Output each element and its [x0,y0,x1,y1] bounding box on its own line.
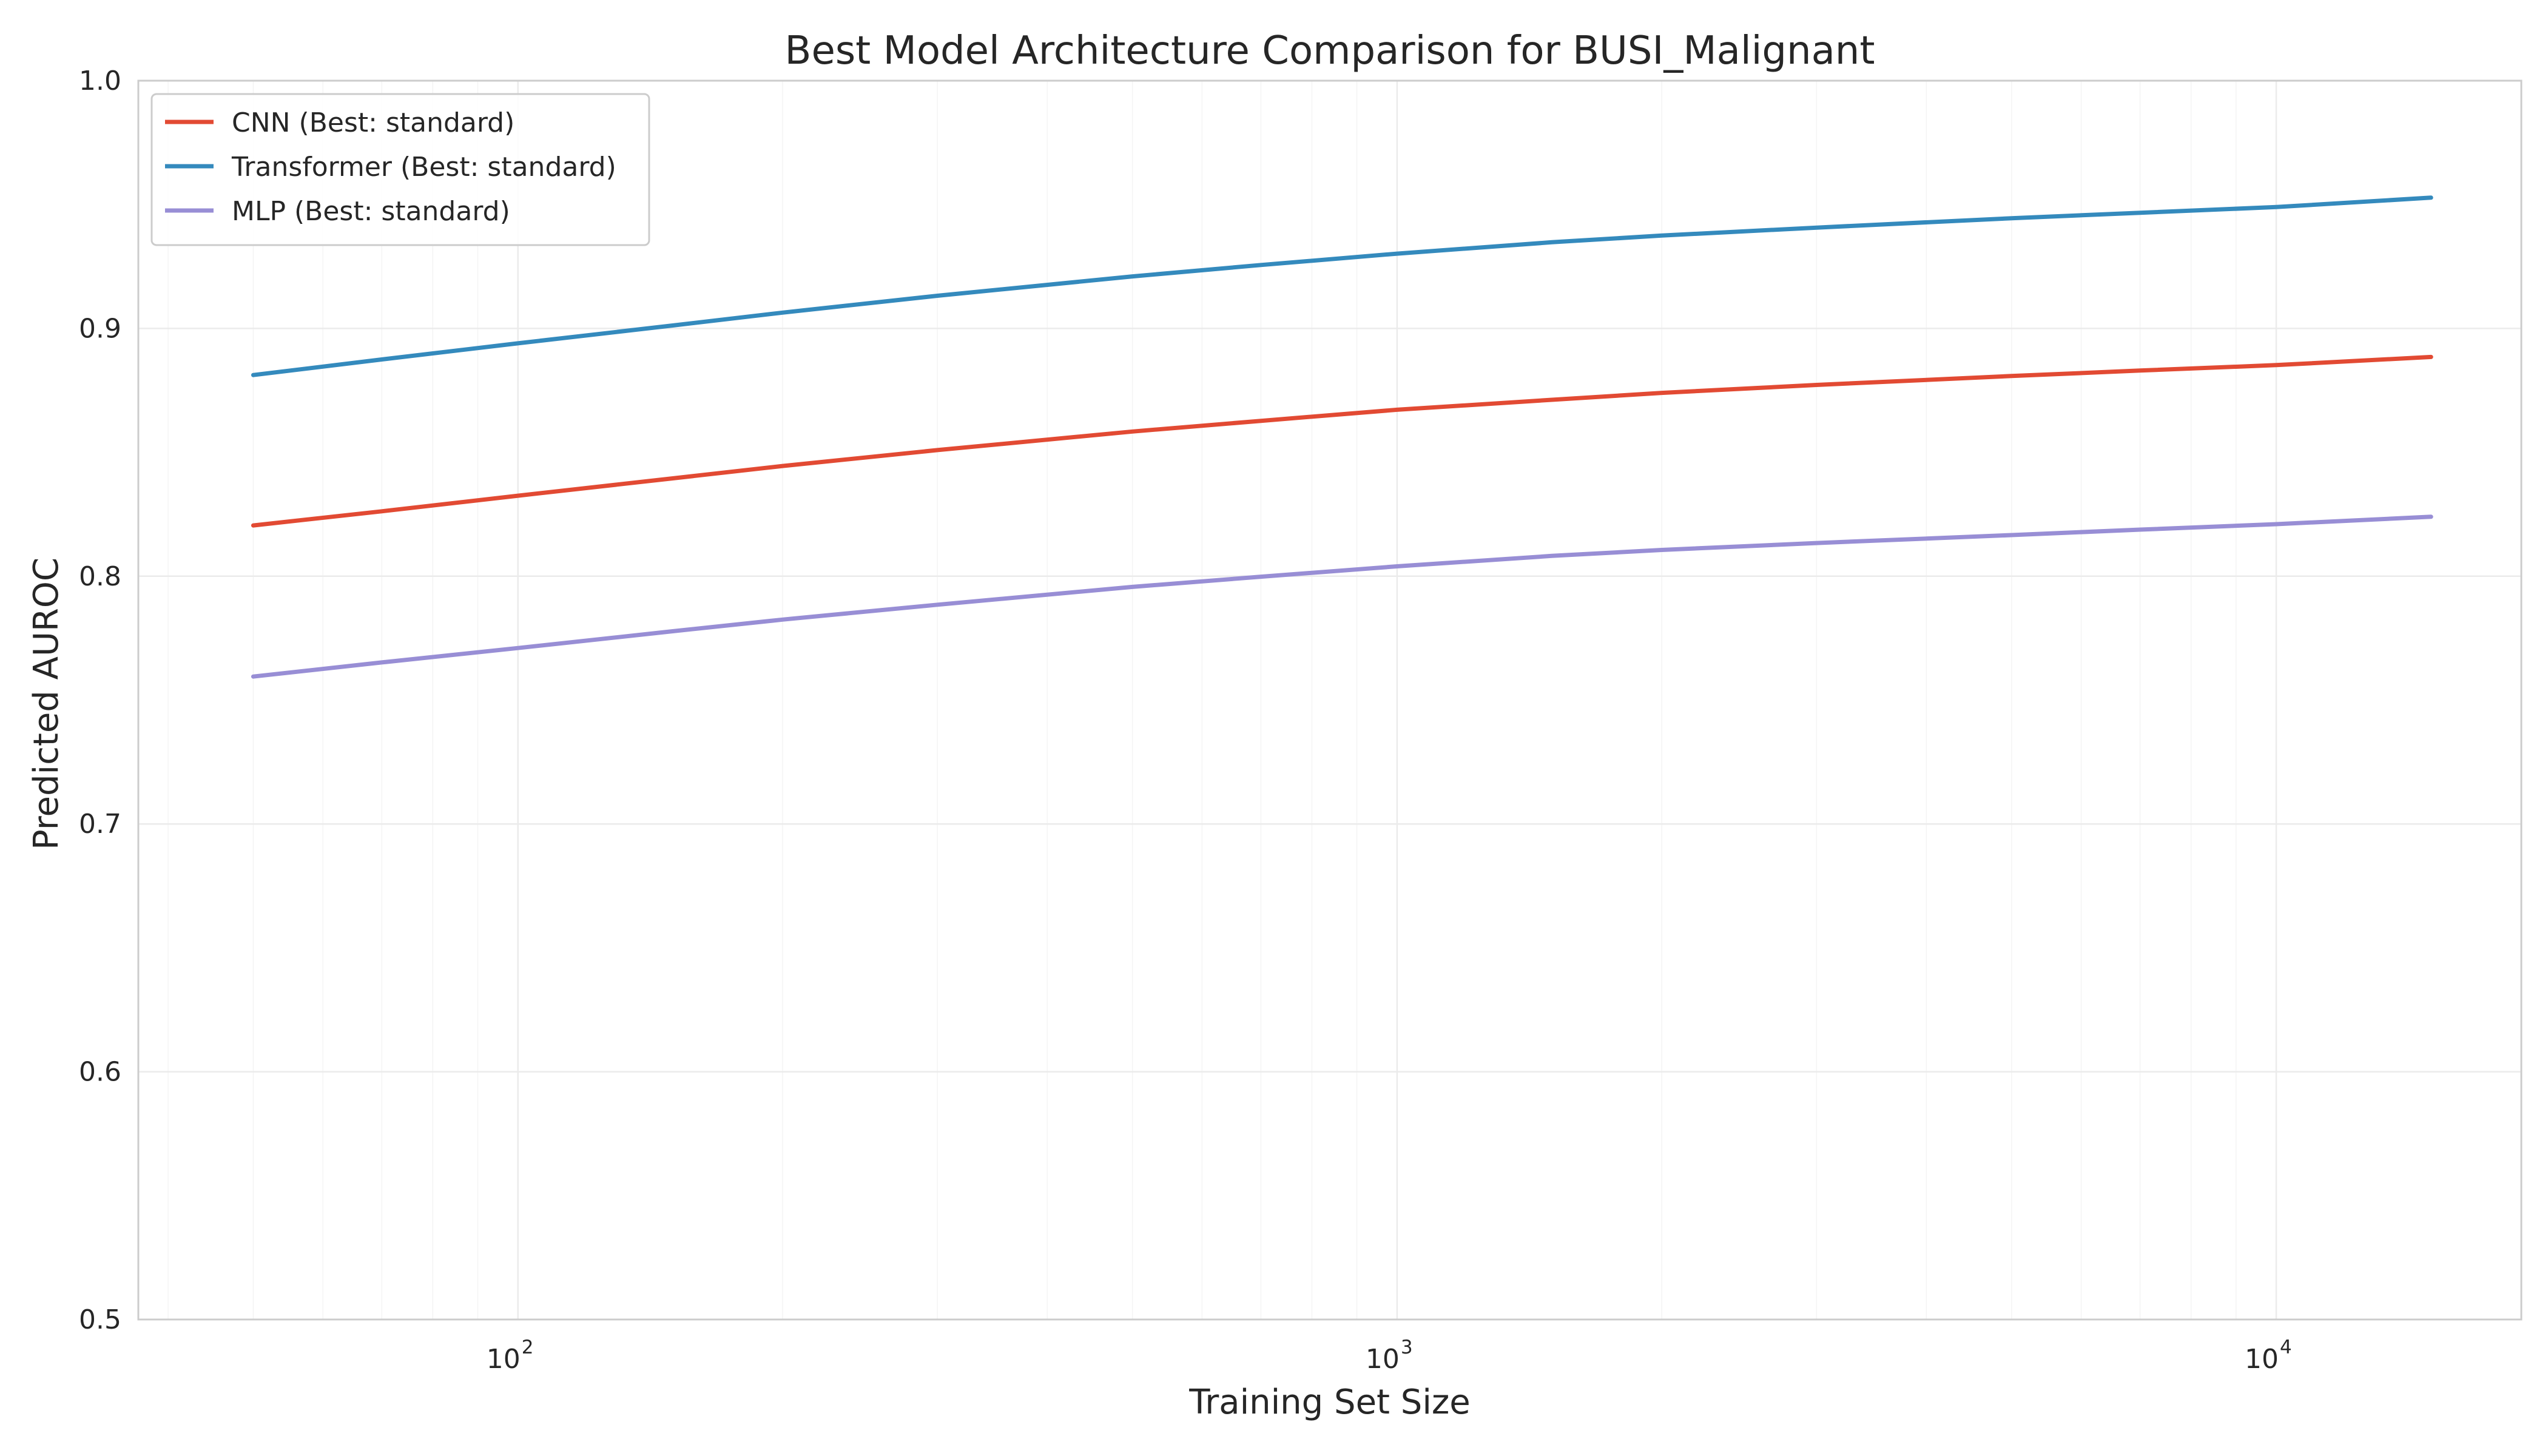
x-tick-exponent: 4 [2280,1336,2292,1358]
x-tick-base: 10 [2245,1344,2279,1375]
y-axis-ticks: 0.5 0.6 0.7 0.8 0.9 1.0 [79,66,121,1335]
series-group [251,195,2433,679]
x-tick-base: 10 [487,1344,521,1375]
legend-box [150,93,650,246]
series-line-mlp [251,514,2433,679]
y-tick-label: 0.6 [79,1057,121,1088]
x-tick-label: 10 2 [487,1336,534,1375]
x-axis-label: Training Set Size [1188,1383,1470,1422]
y-tick-label: 0.5 [79,1304,121,1335]
legend-label: CNN (Best: standard) [232,107,514,138]
plot-frame [137,79,2523,1321]
series-line-transformer [251,195,2433,377]
x-tick-base: 10 [1366,1344,1400,1375]
y-axis-label: Predicted AUROC [27,558,66,850]
x-tick-exponent: 3 [1401,1336,1413,1358]
y-tick-label: 0.7 [79,809,121,840]
x-axis-ticks: 10 2 10 3 10 4 [487,1336,2292,1375]
chart-title: Best Model Architecture Comparison for B… [785,29,1875,73]
legend-label: MLP (Best: standard) [232,196,510,227]
series-line-cnn [251,354,2433,528]
legend: CNN (Best: standard) Transformer (Best: s… [150,93,650,246]
y-tick-label: 1.0 [79,66,121,96]
x-tick-label: 10 4 [2245,1336,2292,1375]
x-tick-label: 10 3 [1366,1336,1413,1375]
legend-label: Transformer (Best: standard) [231,152,616,183]
y-tick-label: 0.8 [79,561,121,592]
x-tick-exponent: 2 [522,1336,534,1358]
y-tick-label: 0.9 [79,313,121,344]
